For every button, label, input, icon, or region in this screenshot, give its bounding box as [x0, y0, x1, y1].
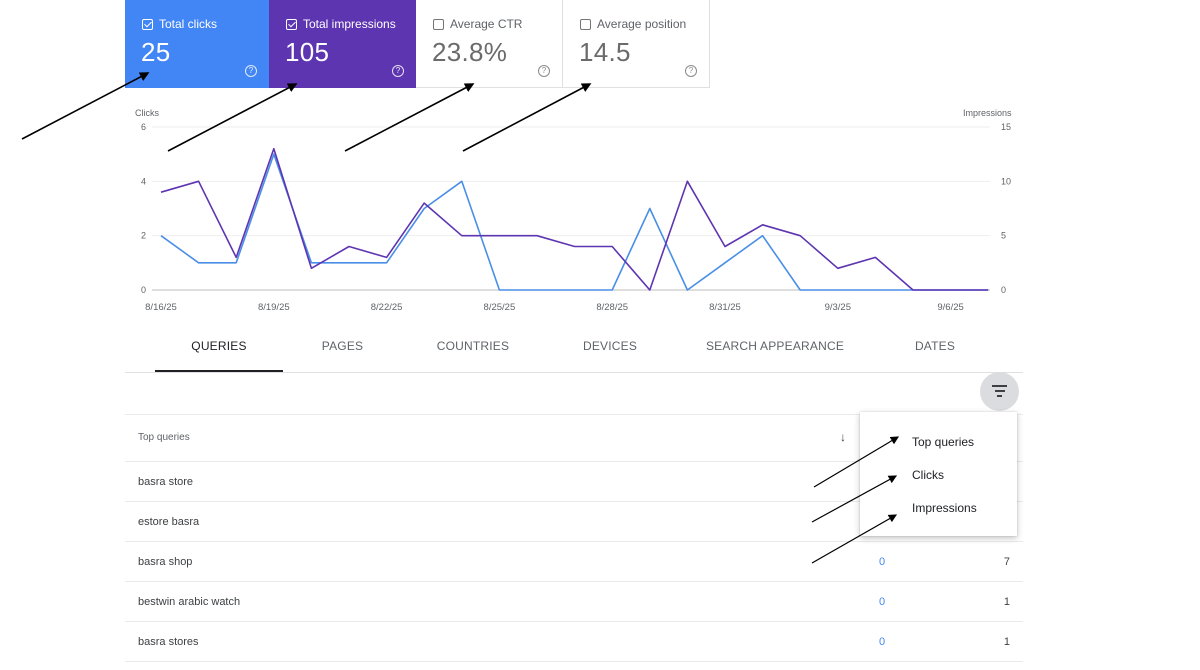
metric-card-average-ctr[interactable]: Average CTR 23.8% ?	[416, 0, 563, 88]
tab-search-appearance[interactable]: SEARCH APPEARANCE	[705, 339, 845, 353]
tab-countries[interactable]: COUNTRIES	[436, 339, 510, 353]
checkbox-icon[interactable]	[286, 18, 297, 30]
x-tick-label: 8/31/25	[709, 302, 741, 313]
metric-value: 23.8%	[432, 37, 508, 67]
series-line-clicks	[160, 153, 989, 291]
right-axis-title: Impressions	[963, 108, 1012, 118]
divider	[125, 501, 1023, 502]
metric-value: 25	[141, 37, 171, 67]
x-tick-label: 8/22/25	[371, 302, 403, 313]
series-line-impressions	[160, 147, 989, 291]
help-icon[interactable]: ?	[685, 65, 697, 77]
metric-value: 105	[285, 37, 330, 67]
metric-label: Average CTR	[450, 17, 523, 31]
divider	[125, 661, 1023, 662]
tab-devices[interactable]: DEVICES	[582, 339, 638, 353]
x-tick-label: 8/25/25	[484, 302, 516, 313]
x-tick-label: 8/16/25	[145, 302, 177, 313]
y-left-tick-label: 0	[141, 285, 146, 295]
metric-value: 14.5	[579, 37, 631, 67]
y-right-tick-label: 10	[1001, 176, 1011, 186]
y-right-tick-label: 15	[1001, 122, 1011, 132]
impressions-cell: 1	[1003, 636, 1010, 648]
query-cell[interactable]: bestwin arabic watch	[138, 596, 241, 608]
table-header-top-queries[interactable]: Top queries	[138, 432, 190, 443]
metric-label: Total clicks	[159, 17, 218, 31]
y-right-tick-label: 0	[1001, 285, 1006, 295]
query-cell[interactable]: estore basra	[138, 516, 200, 528]
y-left-tick-label: 4	[141, 176, 146, 186]
y-left-tick-label: 2	[141, 231, 146, 241]
checkbox-icon[interactable]	[580, 18, 591, 30]
query-cell[interactable]: basra stores	[138, 636, 199, 648]
tab-pages[interactable]: PAGES	[321, 339, 364, 353]
menu-item-clicks[interactable]: Clicks	[912, 468, 944, 482]
divider	[125, 461, 1023, 462]
divider	[125, 621, 1023, 622]
tab-queries[interactable]: QUERIES	[155, 330, 283, 372]
clicks-cell: 0	[878, 556, 886, 568]
x-tick-label: 8/19/25	[258, 302, 290, 313]
metric-label: Total impressions	[303, 17, 396, 31]
help-icon[interactable]: ?	[538, 65, 550, 77]
impressions-cell: 1	[1003, 596, 1010, 608]
menu-item-top-queries[interactable]: Top queries	[912, 435, 975, 449]
filter-dropdown-menu: Top queries Clicks Impressions	[860, 412, 1017, 536]
query-cell[interactable]: basra store	[138, 476, 194, 488]
metric-label: Average position	[597, 17, 687, 31]
dimension-tabs: QUERIES PAGES COUNTRIES DEVICES SEARCH A…	[125, 330, 1023, 373]
y-left-tick-label: 6	[141, 122, 146, 132]
query-cell[interactable]: basra shop	[138, 556, 193, 568]
y-right-tick-label: 5	[1001, 231, 1006, 241]
x-tick-label: 8/28/25	[596, 302, 628, 313]
clicks-cell: 0	[878, 596, 886, 608]
x-tick-label: 9/3/25	[825, 302, 851, 313]
performance-chart: 0 2 4 6 0 5 10 15 8/16/25 8/19/25 8/22/25 8/25/25 8/…	[141, 122, 1011, 313]
arrow-down-icon[interactable]: ↓	[840, 430, 846, 444]
metric-card-total-impressions[interactable]: Total impressions 105 ?	[269, 0, 416, 88]
checkbox-icon[interactable]	[142, 18, 153, 30]
tab-dates[interactable]: DATES	[914, 339, 956, 353]
impressions-cell: 7	[1003, 556, 1010, 568]
checkbox-icon[interactable]	[433, 18, 444, 30]
clicks-cell: 0	[878, 636, 886, 648]
filter-list-icon[interactable]	[980, 372, 1019, 411]
divider	[125, 581, 1023, 582]
help-icon[interactable]: ?	[392, 65, 404, 77]
divider	[125, 541, 1023, 542]
menu-item-impressions[interactable]: Impressions	[912, 501, 977, 515]
x-tick-label: 9/6/25	[937, 302, 963, 313]
divider	[125, 414, 1023, 415]
metric-card-average-position[interactable]: Average position 14.5 ?	[563, 0, 710, 88]
help-icon[interactable]: ?	[245, 65, 257, 77]
